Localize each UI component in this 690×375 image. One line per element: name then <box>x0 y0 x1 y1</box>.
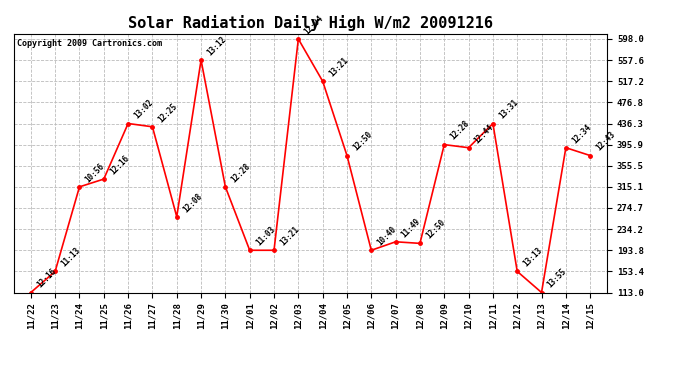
Text: 13:02: 13:02 <box>132 98 155 121</box>
Text: 11:13: 11:13 <box>59 246 82 268</box>
Text: 12:50: 12:50 <box>351 130 374 153</box>
Text: 12:25: 12:25 <box>157 101 179 124</box>
Text: 13:21: 13:21 <box>327 56 350 78</box>
Title: Solar Radiation Daily High W/m2 20091216: Solar Radiation Daily High W/m2 20091216 <box>128 15 493 31</box>
Text: 12:16: 12:16 <box>35 267 58 290</box>
Text: 13:55: 13:55 <box>546 267 569 290</box>
Text: 13:21: 13:21 <box>278 225 301 248</box>
Text: 13:12: 13:12 <box>205 34 228 57</box>
Text: 12:28: 12:28 <box>230 161 253 184</box>
Text: 12:16: 12:16 <box>108 154 130 176</box>
Text: 12:28: 12:28 <box>448 119 471 142</box>
Text: 13:31: 13:31 <box>497 98 520 121</box>
Text: 11:03: 11:03 <box>254 225 277 248</box>
Text: 10:40: 10:40 <box>375 225 398 248</box>
Text: 10:56: 10:56 <box>83 161 106 184</box>
Text: 12:08: 12:08 <box>181 191 204 214</box>
Text: 12:04: 12:04 <box>302 13 325 36</box>
Text: 11:49: 11:49 <box>400 216 422 239</box>
Text: 12:50: 12:50 <box>424 218 447 241</box>
Text: 13:13: 13:13 <box>522 246 544 268</box>
Text: Copyright 2009 Cartronics.com: Copyright 2009 Cartronics.com <box>17 39 161 48</box>
Text: 12:43: 12:43 <box>594 130 617 153</box>
Text: 12:34: 12:34 <box>570 122 593 145</box>
Text: 12:44: 12:44 <box>473 122 495 145</box>
